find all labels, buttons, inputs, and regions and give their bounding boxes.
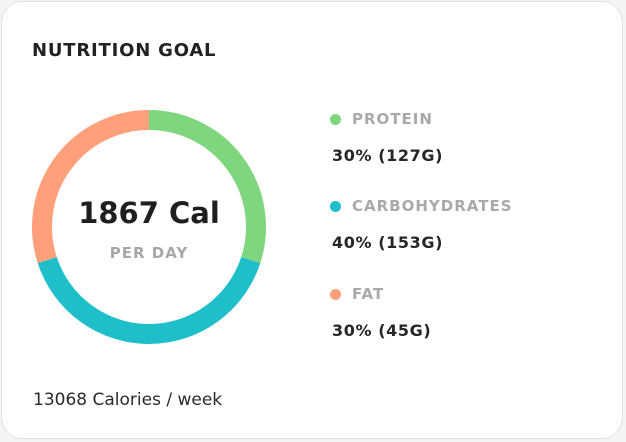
daily-calories-value: 1867 Cal	[78, 196, 220, 230]
legend-label: FAT	[352, 285, 385, 303]
legend-value: 30% (45G)	[332, 321, 432, 340]
legend-value: 30% (127G)	[332, 146, 444, 165]
per-day-label: PER DAY	[109, 244, 189, 262]
legend-label: CARBOHYDRATES	[352, 197, 513, 215]
legend-item-carbohydrates: CARBOHYDRATES 40% (153G)	[330, 195, 610, 255]
weekly-calories-text: 13068 Calories / week	[33, 390, 223, 410]
protein-color-dot	[330, 113, 341, 125]
donut-slice-protein	[148, 110, 266, 264]
donut-slice-fat	[32, 110, 150, 264]
carbohydrates-color-dot	[330, 200, 341, 212]
legend-value: 40% (153G)	[332, 233, 444, 252]
macro-donut-chart: 1867 Cal PER DAY	[30, 108, 268, 346]
legend-item-protein: PROTEIN 30% (127G)	[330, 108, 610, 168]
card-title: NUTRITION GOAL	[32, 40, 217, 61]
legend-label: PROTEIN	[352, 110, 433, 128]
donut-slice-carbohydrates	[37, 256, 261, 344]
fat-color-dot	[330, 288, 341, 300]
donut-svg	[32, 110, 266, 344]
legend-item-fat: FAT 30% (45G)	[330, 283, 610, 343]
